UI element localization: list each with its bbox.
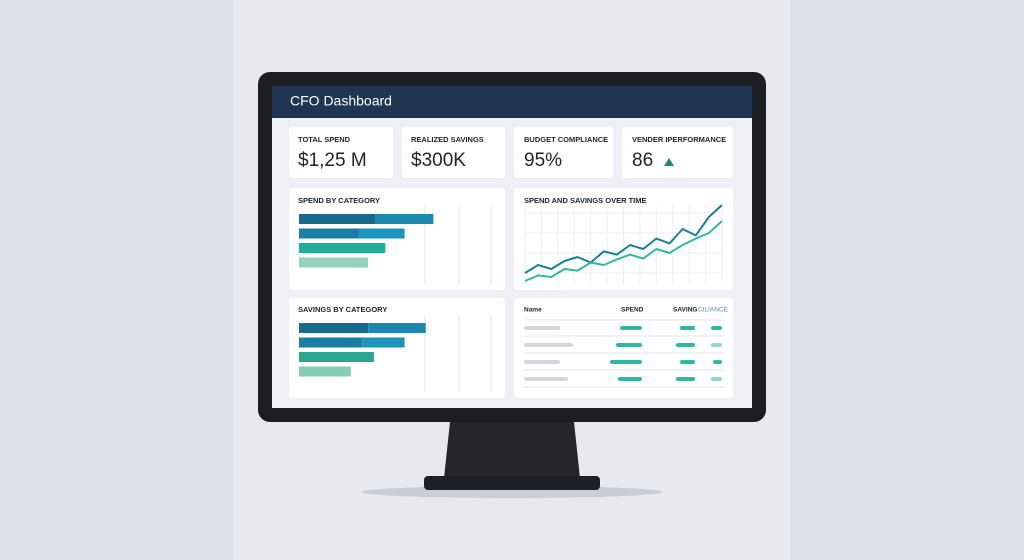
line-series [524, 204, 723, 274]
kpi-cards: TOTAL SPEND $1,25 M REALIZED SAVINGS $30… [289, 127, 733, 178]
kpi-card [402, 127, 505, 178]
pill [711, 343, 722, 347]
table-header: SAVING [673, 307, 697, 314]
kpi-value: 95% [524, 150, 562, 171]
kpi-card [289, 127, 393, 178]
table: Name SPEND SAVING CILIANCE [524, 307, 729, 388]
bar-segment [299, 323, 369, 333]
pill [711, 326, 722, 330]
bar-segment [299, 337, 363, 348]
pill [676, 377, 695, 381]
bar-segment [299, 257, 369, 268]
monitor-base [424, 476, 600, 490]
kpi-label: BUDGET COMPLIANCE [524, 135, 608, 144]
dashboard-title: CFO Dashboard [290, 93, 392, 109]
kpi-card [622, 127, 733, 178]
header-bar [272, 86, 752, 118]
monitor-neck [444, 422, 580, 478]
bar-segment [299, 243, 386, 253]
pill [618, 377, 642, 381]
pill [711, 377, 722, 381]
pill [620, 326, 642, 330]
pill [680, 360, 695, 364]
kpi-card [514, 127, 613, 178]
table-header: Name [524, 307, 542, 314]
panel-title: SPEND BY CATEGORY [298, 196, 380, 205]
pill [524, 360, 560, 364]
bar-segment [299, 228, 359, 239]
pill [680, 326, 695, 330]
bar-segment [375, 214, 434, 224]
bar-segment [299, 352, 374, 362]
pill [524, 377, 568, 381]
pill [610, 360, 642, 364]
pill [616, 343, 642, 347]
pill [524, 326, 560, 330]
kpi-value: 86 [632, 150, 653, 171]
kpi-value: $300K [411, 150, 466, 171]
pill [524, 343, 573, 347]
trend-up-icon [664, 158, 674, 166]
pill [713, 360, 722, 364]
kpi-label: REALIZED SAVINGS [411, 135, 484, 144]
table-header: CILIANCE [698, 307, 729, 314]
bar-segment [299, 366, 351, 377]
bar-segment [299, 214, 376, 224]
kpi-value: $1,25 M [298, 150, 367, 171]
panel-title: SPEND AND SAVINGS OVER TIME [524, 196, 647, 205]
panel-title: SAVINGS BY CATEGORY [298, 305, 387, 314]
kpi-label: TOTAL SPEND [298, 135, 351, 144]
line-series [524, 220, 723, 282]
bar-segment [362, 337, 405, 348]
bar-segment [368, 323, 426, 333]
table-header: SPEND [621, 307, 644, 314]
panel [514, 298, 733, 398]
bar-segment [358, 228, 405, 239]
pill [676, 343, 695, 347]
kpi-label: VENDER IPERFORMANCE [632, 135, 726, 144]
placeholder-pills [524, 326, 722, 381]
